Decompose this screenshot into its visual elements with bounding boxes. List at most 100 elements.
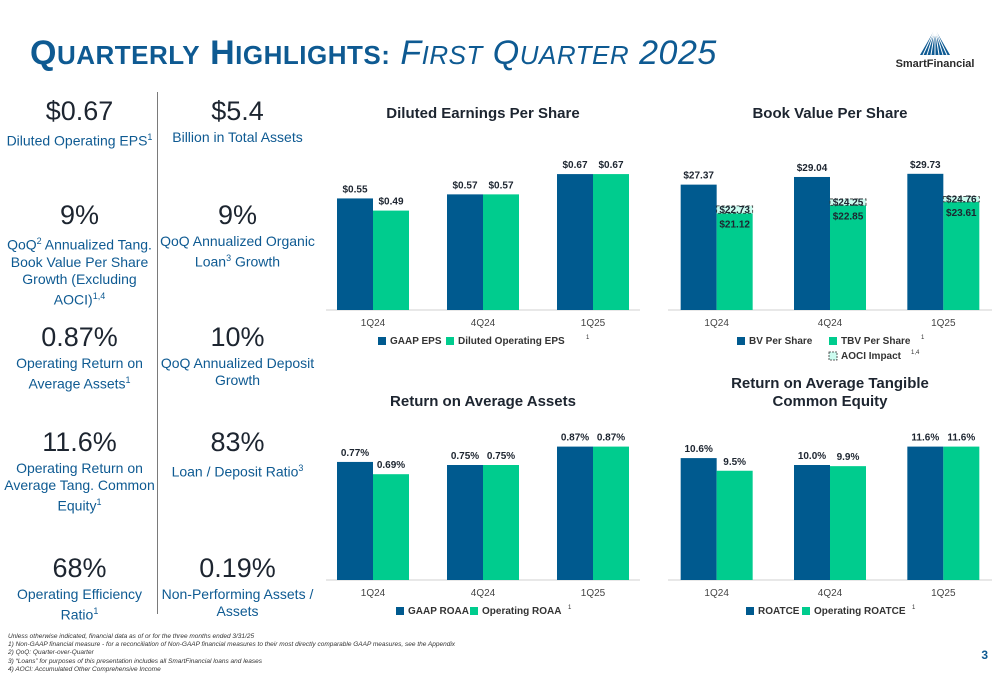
- legend-label: GAAP ROAA: [408, 606, 469, 617]
- bar-operating-roaa: [483, 465, 519, 580]
- x-tick-label: 1Q25: [581, 318, 606, 329]
- legend-swatch: [470, 607, 478, 615]
- x-tick-label: 1Q25: [931, 588, 956, 599]
- bar-operating-roaa: [593, 446, 629, 580]
- bar-diluted-operating-eps: [593, 174, 629, 310]
- chart-book-value: Book Value Per Share $27.37 $22.73 $21.12 1Q…: [660, 100, 1000, 362]
- stat-label: Operating Efficiency Ratio1: [16, 586, 143, 623]
- legend-footnote-ref: 1: [586, 335, 590, 341]
- data-label: 0.87%: [597, 433, 625, 444]
- bar-gaap-roaa: [337, 461, 373, 580]
- stat-label: Operating Return on Average Tang. Common…: [4, 460, 155, 514]
- stat-value: 83%: [210, 427, 265, 457]
- data-label: 0.77%: [341, 448, 369, 459]
- stat-label: Billion in Total Assets: [172, 129, 303, 145]
- data-label: $0.67: [562, 160, 587, 171]
- stat-total-assets: $5.4 Billion in Total Assets: [160, 96, 315, 146]
- stat-value: 0.87%: [41, 322, 118, 352]
- stat-value: $0.67: [45, 96, 114, 126]
- legend-footnote-ref: 1: [921, 335, 925, 341]
- x-tick-label: 1Q24: [361, 588, 386, 599]
- legend-label: Operating ROAA: [482, 606, 561, 617]
- logo-mark-icon: [920, 28, 950, 56]
- data-label: $24.76: [946, 195, 977, 206]
- data-label: $0.67: [598, 160, 623, 171]
- smartfinancial-logo: SmartFinancial: [880, 28, 990, 70]
- data-label: $29.04: [797, 163, 828, 174]
- footnotes: Unless otherwise indicated, financial da…: [8, 633, 455, 674]
- legend-swatch: [802, 607, 810, 615]
- stat-value: 9%: [217, 200, 258, 230]
- bar-gaap-roaa: [557, 446, 593, 580]
- data-label: 9.9%: [837, 452, 860, 463]
- data-label: $23.61: [946, 208, 977, 219]
- bar-diluted-operating-eps: [373, 210, 409, 310]
- chart-book-value-svg: Book Value Per Share $27.37 $22.73 $21.12 1Q…: [668, 105, 992, 362]
- bar-roatce: [680, 458, 717, 580]
- stat-tbv-growth: 9% QoQ2 Annualized Tang. Book Value Per …: [2, 200, 157, 308]
- stat-label: QoQ2 Annualized Tang. Book Value Per Sha…: [7, 236, 152, 308]
- footnote-2: 2) QoQ: Quarter-over-Quarter: [8, 649, 94, 657]
- bar-operating-roatce: [716, 470, 753, 580]
- chart-roaa-svg: Return on Average Assets 0.77% 0.69% 1Q24 0.…: [326, 393, 640, 617]
- stat-operating-roaa: 0.87% Operating Return on Average Assets…: [2, 322, 157, 393]
- stat-value: 10%: [210, 322, 265, 352]
- data-label: 0.75%: [487, 451, 515, 462]
- data-label: 11.6%: [911, 433, 939, 444]
- data-label: 10.6%: [684, 444, 712, 455]
- legend-label: BV Per Share: [749, 336, 813, 347]
- legend-label: ROATCE: [758, 606, 800, 617]
- data-label: $0.55: [342, 184, 367, 195]
- legend-swatch: [746, 607, 754, 615]
- x-tick-label: 1Q24: [704, 318, 729, 329]
- legend-swatch: [737, 337, 745, 345]
- bar-tbv-per-share: [830, 205, 866, 310]
- data-label: $0.57: [488, 180, 513, 191]
- legend-label: AOCI Impact: [841, 351, 902, 362]
- legend-footnote-ref: 1: [912, 605, 916, 611]
- legend-label: Diluted Operating EPS: [458, 336, 565, 347]
- page-title: QUARTERLY HIGHLIGHTS: FIRST QUARTER 2025: [30, 34, 717, 72]
- bar-bv-per-share: [907, 173, 944, 310]
- stat-label: QoQ Annualized Organic Loan3 Growth: [160, 233, 315, 270]
- stat-value: 68%: [52, 553, 107, 583]
- bar-tbv-per-share: [716, 213, 753, 310]
- x-tick-label: 1Q24: [361, 318, 386, 329]
- page-number: 3: [981, 648, 988, 662]
- bar-tbv-per-share: [943, 201, 980, 310]
- bar-gaap-roaa: [447, 465, 483, 580]
- bar-operating-roaa: [373, 474, 409, 580]
- bar-operating-roatce: [943, 446, 980, 580]
- footnote-3: 3) “Loans” for purposes of this presenta…: [8, 657, 262, 665]
- chart-roaa: Return on Average Assets 0.77% 0.69% 1Q24 0.…: [318, 372, 648, 622]
- legend-footnote-ref: 1,4: [911, 350, 920, 356]
- x-tick-label: 4Q24: [818, 588, 843, 599]
- stat-value: $5.4: [211, 96, 264, 126]
- chart-roatce: Return on Average Tangible Common Equity 1…: [660, 372, 1000, 622]
- logo-text: SmartFinancial: [895, 58, 975, 70]
- stats-divider: [157, 92, 158, 614]
- stat-loan-growth: 9% QoQ Annualized Organic Loan3 Growth: [160, 200, 315, 271]
- bar-roatce: [907, 446, 944, 580]
- x-tick-label: 4Q24: [471, 318, 496, 329]
- stat-label: Non-Performing Assets / Assets: [161, 586, 314, 619]
- chart-title: Diluted Earnings Per Share: [386, 105, 579, 122]
- x-tick-label: 1Q25: [931, 318, 956, 329]
- bar-operating-roatce: [830, 466, 866, 580]
- data-label: $29.73: [910, 160, 941, 171]
- data-label: $22.73: [719, 205, 750, 216]
- x-tick-label: 1Q24: [704, 588, 729, 599]
- bar-bv-per-share: [794, 176, 830, 310]
- x-tick-label: 4Q24: [471, 588, 496, 599]
- data-label: $21.12: [719, 219, 750, 230]
- stat-deposit-growth: 10% QoQ Annualized Deposit Growth: [160, 322, 315, 389]
- legend-label: GAAP EPS: [390, 336, 442, 347]
- stat-label: Diluted Operating EPS1: [6, 132, 153, 149]
- legend-label: Operating ROATCE: [814, 606, 906, 617]
- chart-title: Common Equity: [773, 393, 889, 410]
- data-label: 10.0%: [798, 451, 826, 462]
- chart-title: Book Value Per Share: [752, 105, 907, 122]
- chart-diluted-eps: Diluted Earnings Per Share $0.55 $0.49 1Q24…: [318, 100, 648, 360]
- stat-diluted-operating-eps: $0.67 Diluted Operating EPS1: [2, 96, 157, 150]
